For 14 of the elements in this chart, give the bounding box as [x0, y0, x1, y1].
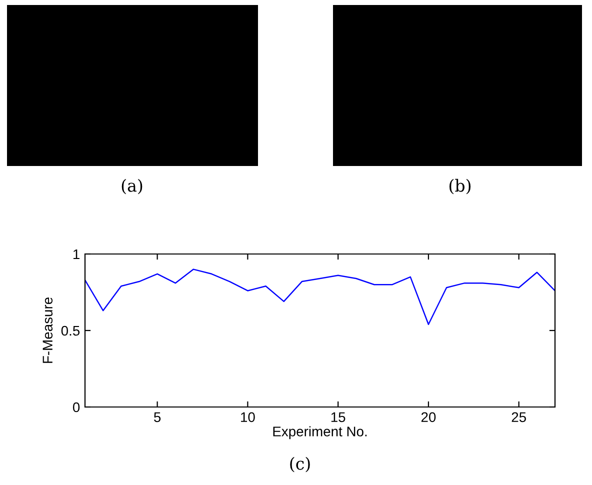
y-axis-title: F-Measure: [42, 298, 53, 363]
x-tick-label: 15: [331, 412, 346, 422]
text: (b): [449, 178, 471, 194]
x-axis-title: Experiment No.: [273, 426, 367, 440]
y-tick-label: 0.5: [61, 326, 80, 336]
x-tick-label: 5: [154, 412, 161, 422]
line-series: [85, 268, 555, 326]
x-tick-label: 10: [241, 412, 255, 422]
x-tick-label: 20: [421, 412, 436, 422]
text: (c): [290, 456, 310, 472]
y-tick-label: 1: [73, 249, 80, 260]
text: (a): [122, 178, 142, 194]
y-tick-label: 0: [72, 402, 80, 412]
x-tick-label: 25: [512, 412, 526, 422]
